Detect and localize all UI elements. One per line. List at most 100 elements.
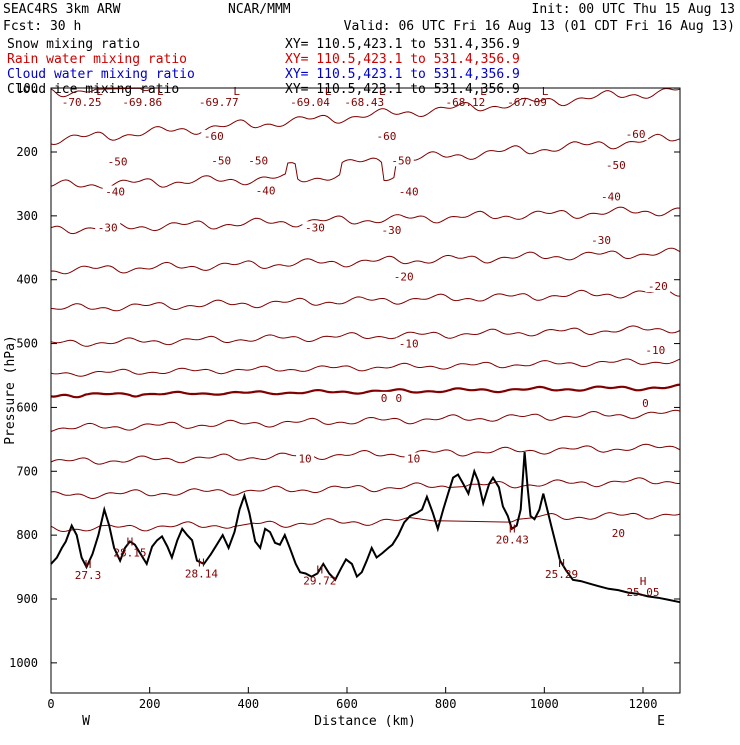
isotherm-label-bg — [373, 130, 399, 143]
isotherm-label-bg — [396, 337, 422, 350]
east-label: E — [657, 714, 665, 729]
y-tick-label: 1000 — [9, 656, 38, 670]
y-tick-label: 300 — [16, 209, 38, 223]
init-time: Init: 00 UTC Thu 15 Aug 13 — [532, 2, 736, 17]
forecast-hour: Fcst: 30 h — [3, 19, 81, 34]
y-tick-label: 900 — [16, 592, 38, 606]
isotherm-label-bg — [102, 185, 128, 198]
axes: 0 200 400 600 800 1000 12001002003004005006007… — [9, 81, 680, 711]
high-marker: H — [85, 558, 92, 571]
isotherm-line — [50, 247, 681, 275]
isotherm-label: -50 — [391, 154, 411, 167]
low-marker: L — [96, 85, 103, 98]
isotherm-label: -10 — [399, 338, 419, 351]
x-tick-label: 200 — [139, 697, 161, 711]
x-tick-label: 0 — [47, 697, 54, 711]
legend-xy-snow: XY= 110.5,423.1 to 531.4,356.9 — [285, 37, 520, 52]
x-tick-label: 400 — [237, 697, 259, 711]
high-marker: H — [198, 557, 205, 570]
isotherm-label-bg — [391, 270, 417, 283]
high-value: 20.43 — [496, 533, 529, 546]
isotherm-label-bg — [588, 234, 614, 247]
isotherm-label-bg — [245, 154, 271, 167]
valid-time: Valid: 06 UTC Fri 16 Aug 13 (01 CDT Fri … — [344, 19, 735, 34]
high-marker: H — [640, 575, 647, 588]
isotherm-label-bg — [105, 155, 131, 168]
isotherm-label: 20 — [612, 527, 625, 540]
low-marker: L — [379, 85, 386, 98]
high-marker: H — [317, 563, 324, 576]
high-value: 29.72 — [303, 574, 336, 587]
isotherm-label-bg — [623, 128, 649, 141]
isotherm-label-bg — [639, 396, 651, 409]
legend-label-snow: Snow mixing ratio — [7, 37, 140, 52]
high-value: 27.3 — [75, 569, 102, 582]
plot-frame — [50, 87, 681, 694]
isotherm-label-bg — [253, 184, 279, 197]
isotherm-line — [50, 358, 681, 377]
isotherm-label: -20 — [394, 271, 414, 284]
isotherm-label: -40 — [601, 191, 621, 204]
terrain-layer — [50, 452, 681, 604]
low-marker: L — [325, 85, 332, 98]
high-value: 25.05 — [626, 586, 659, 599]
terrain-line — [50, 452, 681, 604]
isotherm-label-bg — [201, 130, 227, 143]
isotherm-label-bg — [208, 154, 234, 167]
low-value: -68.43 — [344, 96, 384, 109]
low-marker: L — [233, 85, 240, 98]
isotherm-line — [50, 88, 681, 146]
isotherm-line — [50, 87, 153, 98]
x-tick-label: 800 — [435, 697, 457, 711]
isotherm-label: -60 — [204, 130, 224, 143]
low-value: -67.09 — [507, 96, 547, 109]
y-tick-label: 700 — [16, 464, 38, 478]
isotherm-label-bg — [296, 452, 315, 465]
x-tick-label: 1000 — [530, 697, 559, 711]
low-marker: L — [157, 85, 164, 98]
isotherm-label: -40 — [105, 186, 125, 199]
high-marker: H — [127, 536, 134, 549]
isotherm-label: -50 — [211, 154, 231, 167]
isotherm-label: -30 — [305, 221, 325, 234]
isotherm-label-bg — [609, 527, 628, 540]
isotherm-label: -30 — [98, 221, 118, 234]
isotherm-line — [50, 443, 681, 465]
high-value: 25.29 — [545, 568, 578, 581]
contour-labels: -60 -60 -60 -50 -50 -50 -50 -50 -40 -40 -40 -40 -30 -… — [62, 85, 671, 599]
isotherm-label: -40 — [256, 184, 276, 197]
y-tick-label: 800 — [16, 528, 38, 542]
isotherm-label-bg — [302, 221, 328, 234]
y-tick-label: 500 — [16, 337, 38, 351]
isotherm-line — [50, 325, 681, 347]
west-label: W — [82, 714, 90, 729]
isotherm-label: -60 — [626, 128, 646, 141]
isotherm-label-bg — [95, 221, 121, 234]
isotherm-label-bg — [388, 154, 414, 167]
isotherm-label: -50 — [108, 156, 128, 169]
y-tick-label: 400 — [16, 273, 38, 287]
isotherm-label-bg — [393, 391, 405, 404]
x-tick-label: 1200 — [629, 697, 658, 711]
legend-label-rain: Rain water mixing ratio — [7, 52, 187, 67]
isotherm-label: -30 — [381, 224, 401, 237]
x-tick-label: 600 — [336, 697, 358, 711]
isotherm-label: -20 — [648, 280, 668, 293]
isotherm-line — [50, 288, 681, 312]
isotherm-label: -30 — [591, 234, 611, 247]
isotherm-label: -50 — [248, 154, 268, 167]
low-value: -69.77 — [199, 96, 239, 109]
isotherm-line — [50, 477, 680, 500]
isotherm-label: 10 — [407, 453, 420, 466]
low-value: -70.25 — [62, 96, 102, 109]
y-axis-title: Pressure (hPa) — [3, 335, 18, 445]
legend-xy-cloud-ice: XY= 110.5,423.1 to 531.4,356.9 — [285, 82, 520, 97]
isotherm-label: 0 — [395, 392, 402, 405]
org-label: NCAR/MMM — [228, 2, 291, 17]
legend-xy-cloud-water: XY= 110.5,423.1 to 531.4,356.9 — [285, 67, 520, 82]
isotherm-label-bg — [396, 185, 422, 198]
isotherm-label-bg — [603, 158, 629, 171]
low-marker: L — [480, 85, 487, 98]
